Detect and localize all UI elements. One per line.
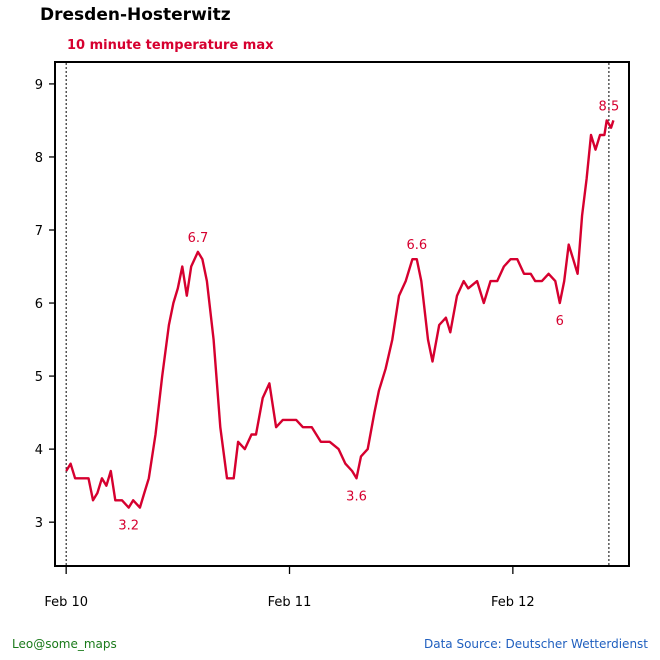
extreme-value-label: 3.6 xyxy=(346,489,367,504)
x-tick-label: Feb 10 xyxy=(44,595,88,610)
data-source-text: Data Source: Deutscher Wetterdienst xyxy=(423,637,648,651)
axes: 3 4 5 6 7 8 9 Feb 10 Feb 11 Feb 12 xyxy=(35,78,535,610)
y-tick-label: 6 xyxy=(35,297,43,312)
extreme-value-label: 3.2 xyxy=(118,519,139,534)
extreme-value-label: 6 xyxy=(556,314,564,329)
extreme-value-label: 6.7 xyxy=(188,231,209,246)
credit-text: Leo@some_maps xyxy=(12,637,117,651)
chart-subtitle: 10 minute temperature max xyxy=(67,38,274,53)
extreme-value-label: 6.6 xyxy=(406,238,427,253)
y-tick-label: 5 xyxy=(35,370,43,385)
y-tick-label: 8 xyxy=(35,151,43,166)
temperature-series-line xyxy=(65,119,615,509)
plot-frame xyxy=(54,61,630,567)
y-tick-label: 3 xyxy=(35,516,43,531)
annotations: 3.2 6.7 3.6 6.6 6 8.5 xyxy=(118,99,619,533)
y-tick-label: 9 xyxy=(35,78,43,93)
x-tick-label: Feb 12 xyxy=(491,595,535,610)
chart-title: Dresden-Hosterwitz xyxy=(40,5,231,25)
y-tick-label: 4 xyxy=(35,443,43,458)
reference-lines xyxy=(65,63,610,565)
y-tick-label: 7 xyxy=(35,224,43,239)
series-layer xyxy=(65,119,615,509)
extreme-value-label: 8.5 xyxy=(599,99,620,114)
x-tick-label: Feb 11 xyxy=(268,595,312,610)
